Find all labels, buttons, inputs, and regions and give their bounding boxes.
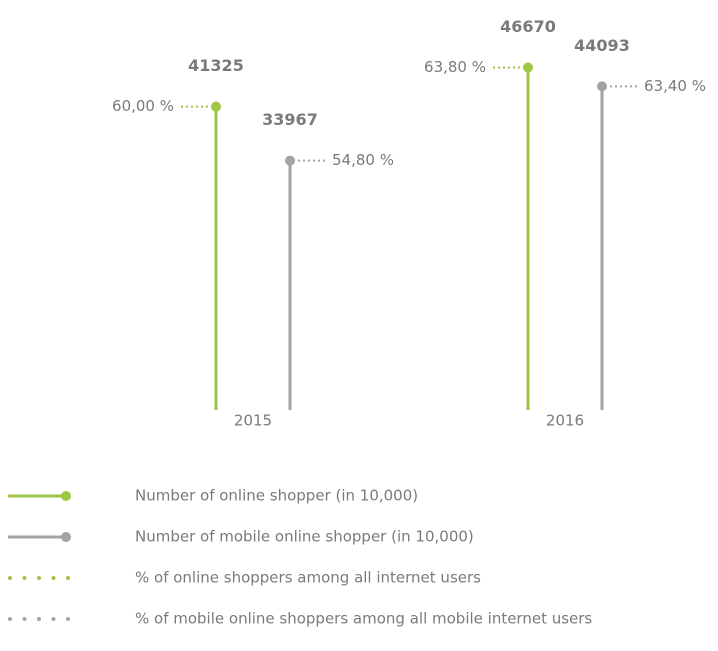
legend-swatch [8, 576, 12, 580]
legend-label: % of mobile online shoppers among all mo… [135, 610, 592, 628]
stem-dot [597, 81, 607, 92]
percent-label: 54,80 % [332, 151, 394, 169]
legend-swatch [61, 532, 71, 542]
stem-dot [523, 62, 533, 73]
legend-swatch [8, 617, 12, 621]
legend-swatch [37, 617, 41, 621]
legend-swatch [51, 617, 56, 621]
stem-dot [211, 101, 221, 112]
value-label: 44093 [574, 36, 630, 55]
legend-swatch [51, 576, 56, 580]
stem-dot [285, 155, 295, 166]
x-tick-label: 2016 [546, 412, 584, 430]
legend-swatch [22, 576, 27, 580]
legend-label: Number of mobile online shopper (in 10,0… [135, 528, 474, 546]
legend-swatch [61, 491, 71, 501]
percent-label: 63,80 % [424, 58, 486, 76]
percent-label: 63,40 % [644, 77, 706, 95]
value-label: 41325 [188, 56, 244, 75]
legend-label: Number of online shopper (in 10,000) [135, 487, 418, 505]
legend-swatch [66, 576, 70, 580]
percent-label: 60,00 % [112, 97, 174, 115]
legend-swatch [37, 576, 41, 580]
legend-swatch [66, 617, 70, 621]
legend-swatch [22, 617, 27, 621]
value-label: 46670 [500, 17, 556, 36]
x-tick-label: 2015 [234, 412, 272, 430]
value-label: 33967 [262, 110, 318, 129]
legend-label: % of online shoppers among all internet … [135, 569, 481, 587]
